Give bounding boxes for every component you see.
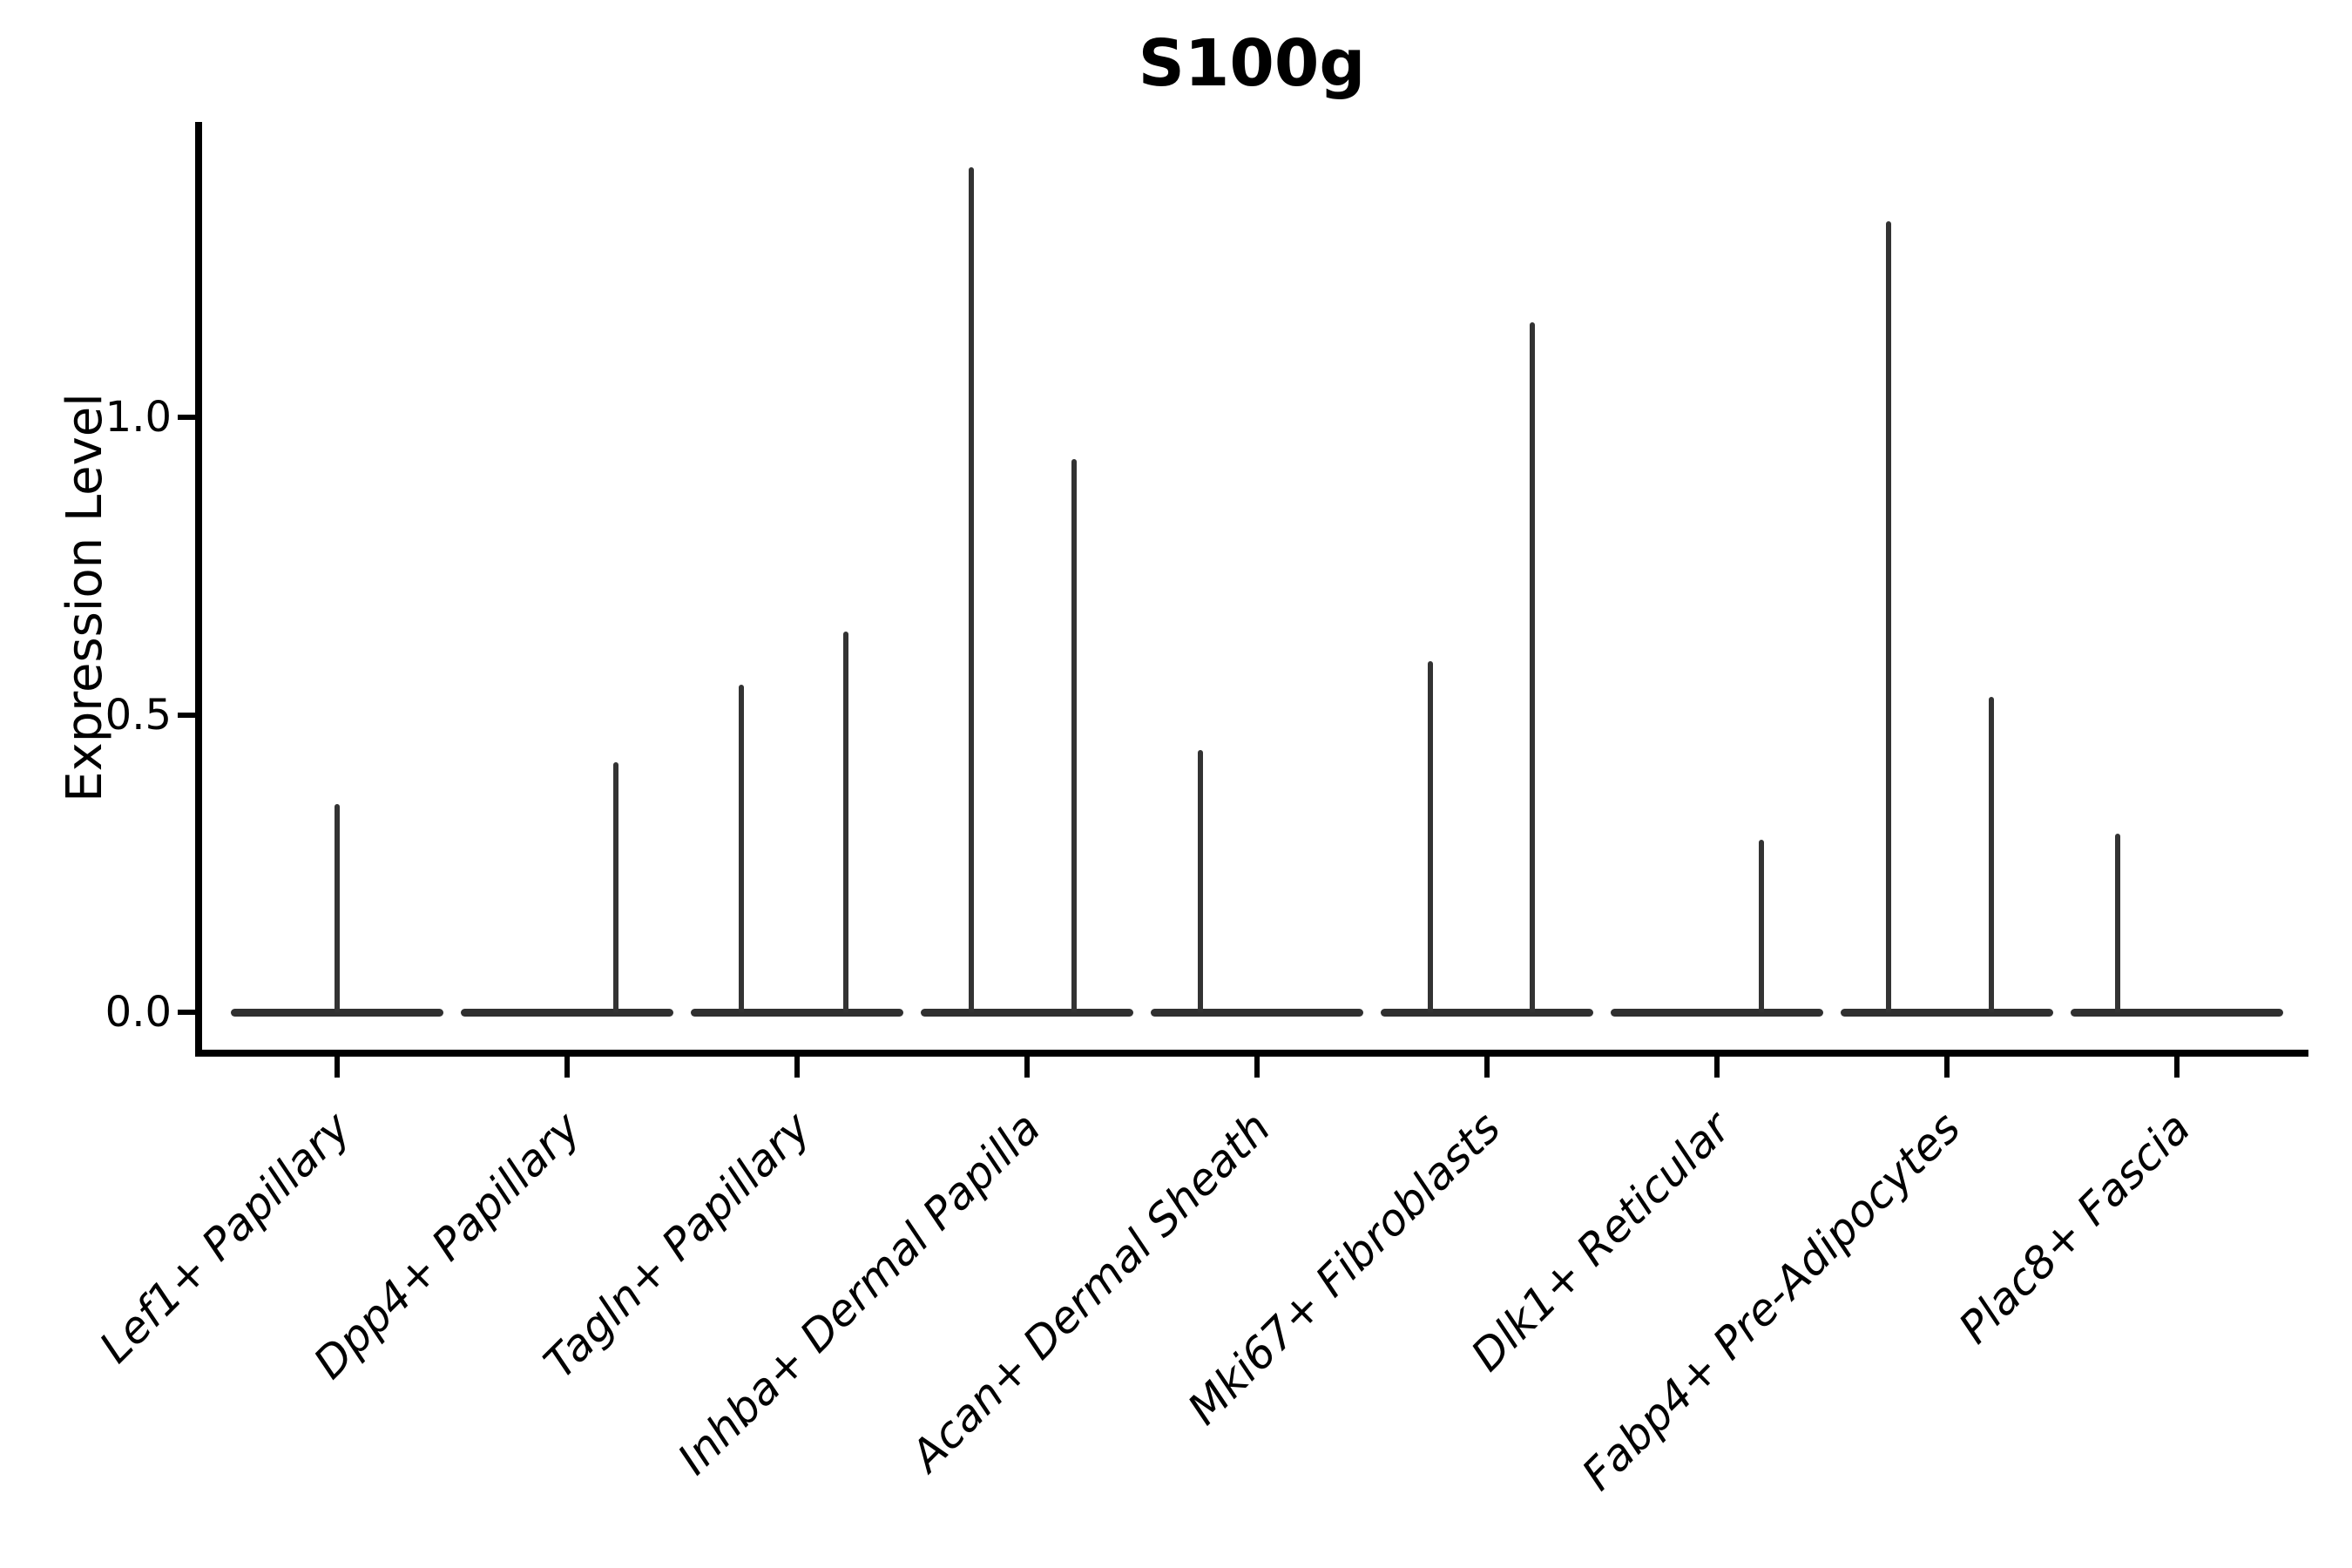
violin-baseline bbox=[1841, 1008, 2053, 1017]
y-tick-label: 0.5 bbox=[105, 690, 172, 740]
expression-spike bbox=[1989, 697, 1994, 1012]
expression-spike bbox=[1428, 661, 1433, 1012]
expression-spike bbox=[969, 167, 974, 1012]
chart-title: S100g bbox=[1138, 26, 1366, 101]
x-axis-spine bbox=[195, 1050, 2308, 1057]
expression-spike bbox=[1759, 839, 1764, 1012]
x-tick bbox=[335, 1057, 340, 1078]
expression-spike bbox=[613, 762, 618, 1012]
x-tick bbox=[564, 1057, 570, 1078]
expression-spike bbox=[335, 803, 340, 1012]
y-tick bbox=[178, 415, 200, 420]
expression-spike bbox=[739, 685, 744, 1012]
violin-baseline bbox=[691, 1008, 903, 1017]
y-tick-label: 0.0 bbox=[105, 988, 172, 1037]
y-tick bbox=[178, 712, 200, 718]
violin-baseline bbox=[1381, 1008, 1593, 1017]
y-tick bbox=[178, 1010, 200, 1015]
expression-spike bbox=[2115, 834, 2120, 1012]
violin-baseline bbox=[231, 1008, 443, 1017]
expression-spike bbox=[843, 631, 848, 1012]
expression-spike bbox=[1886, 220, 1891, 1012]
violin-baseline bbox=[461, 1008, 673, 1017]
x-tick bbox=[2174, 1057, 2180, 1078]
x-tick bbox=[1254, 1057, 1260, 1078]
x-tick bbox=[1484, 1057, 1490, 1078]
x-tick bbox=[794, 1057, 800, 1078]
violin-baseline bbox=[1151, 1008, 1363, 1017]
x-tick bbox=[1714, 1057, 1720, 1078]
violin-baseline bbox=[921, 1008, 1133, 1017]
expression-spike bbox=[1071, 458, 1077, 1012]
violin-baseline bbox=[1611, 1008, 1823, 1017]
expression-spike bbox=[1530, 321, 1535, 1012]
y-tick-label: 1.0 bbox=[105, 393, 172, 442]
y-axis-spine bbox=[195, 122, 202, 1057]
violin-baseline bbox=[2071, 1008, 2283, 1017]
expression-spike bbox=[1198, 750, 1203, 1012]
x-tick bbox=[1024, 1057, 1030, 1078]
x-tick bbox=[1944, 1057, 1950, 1078]
